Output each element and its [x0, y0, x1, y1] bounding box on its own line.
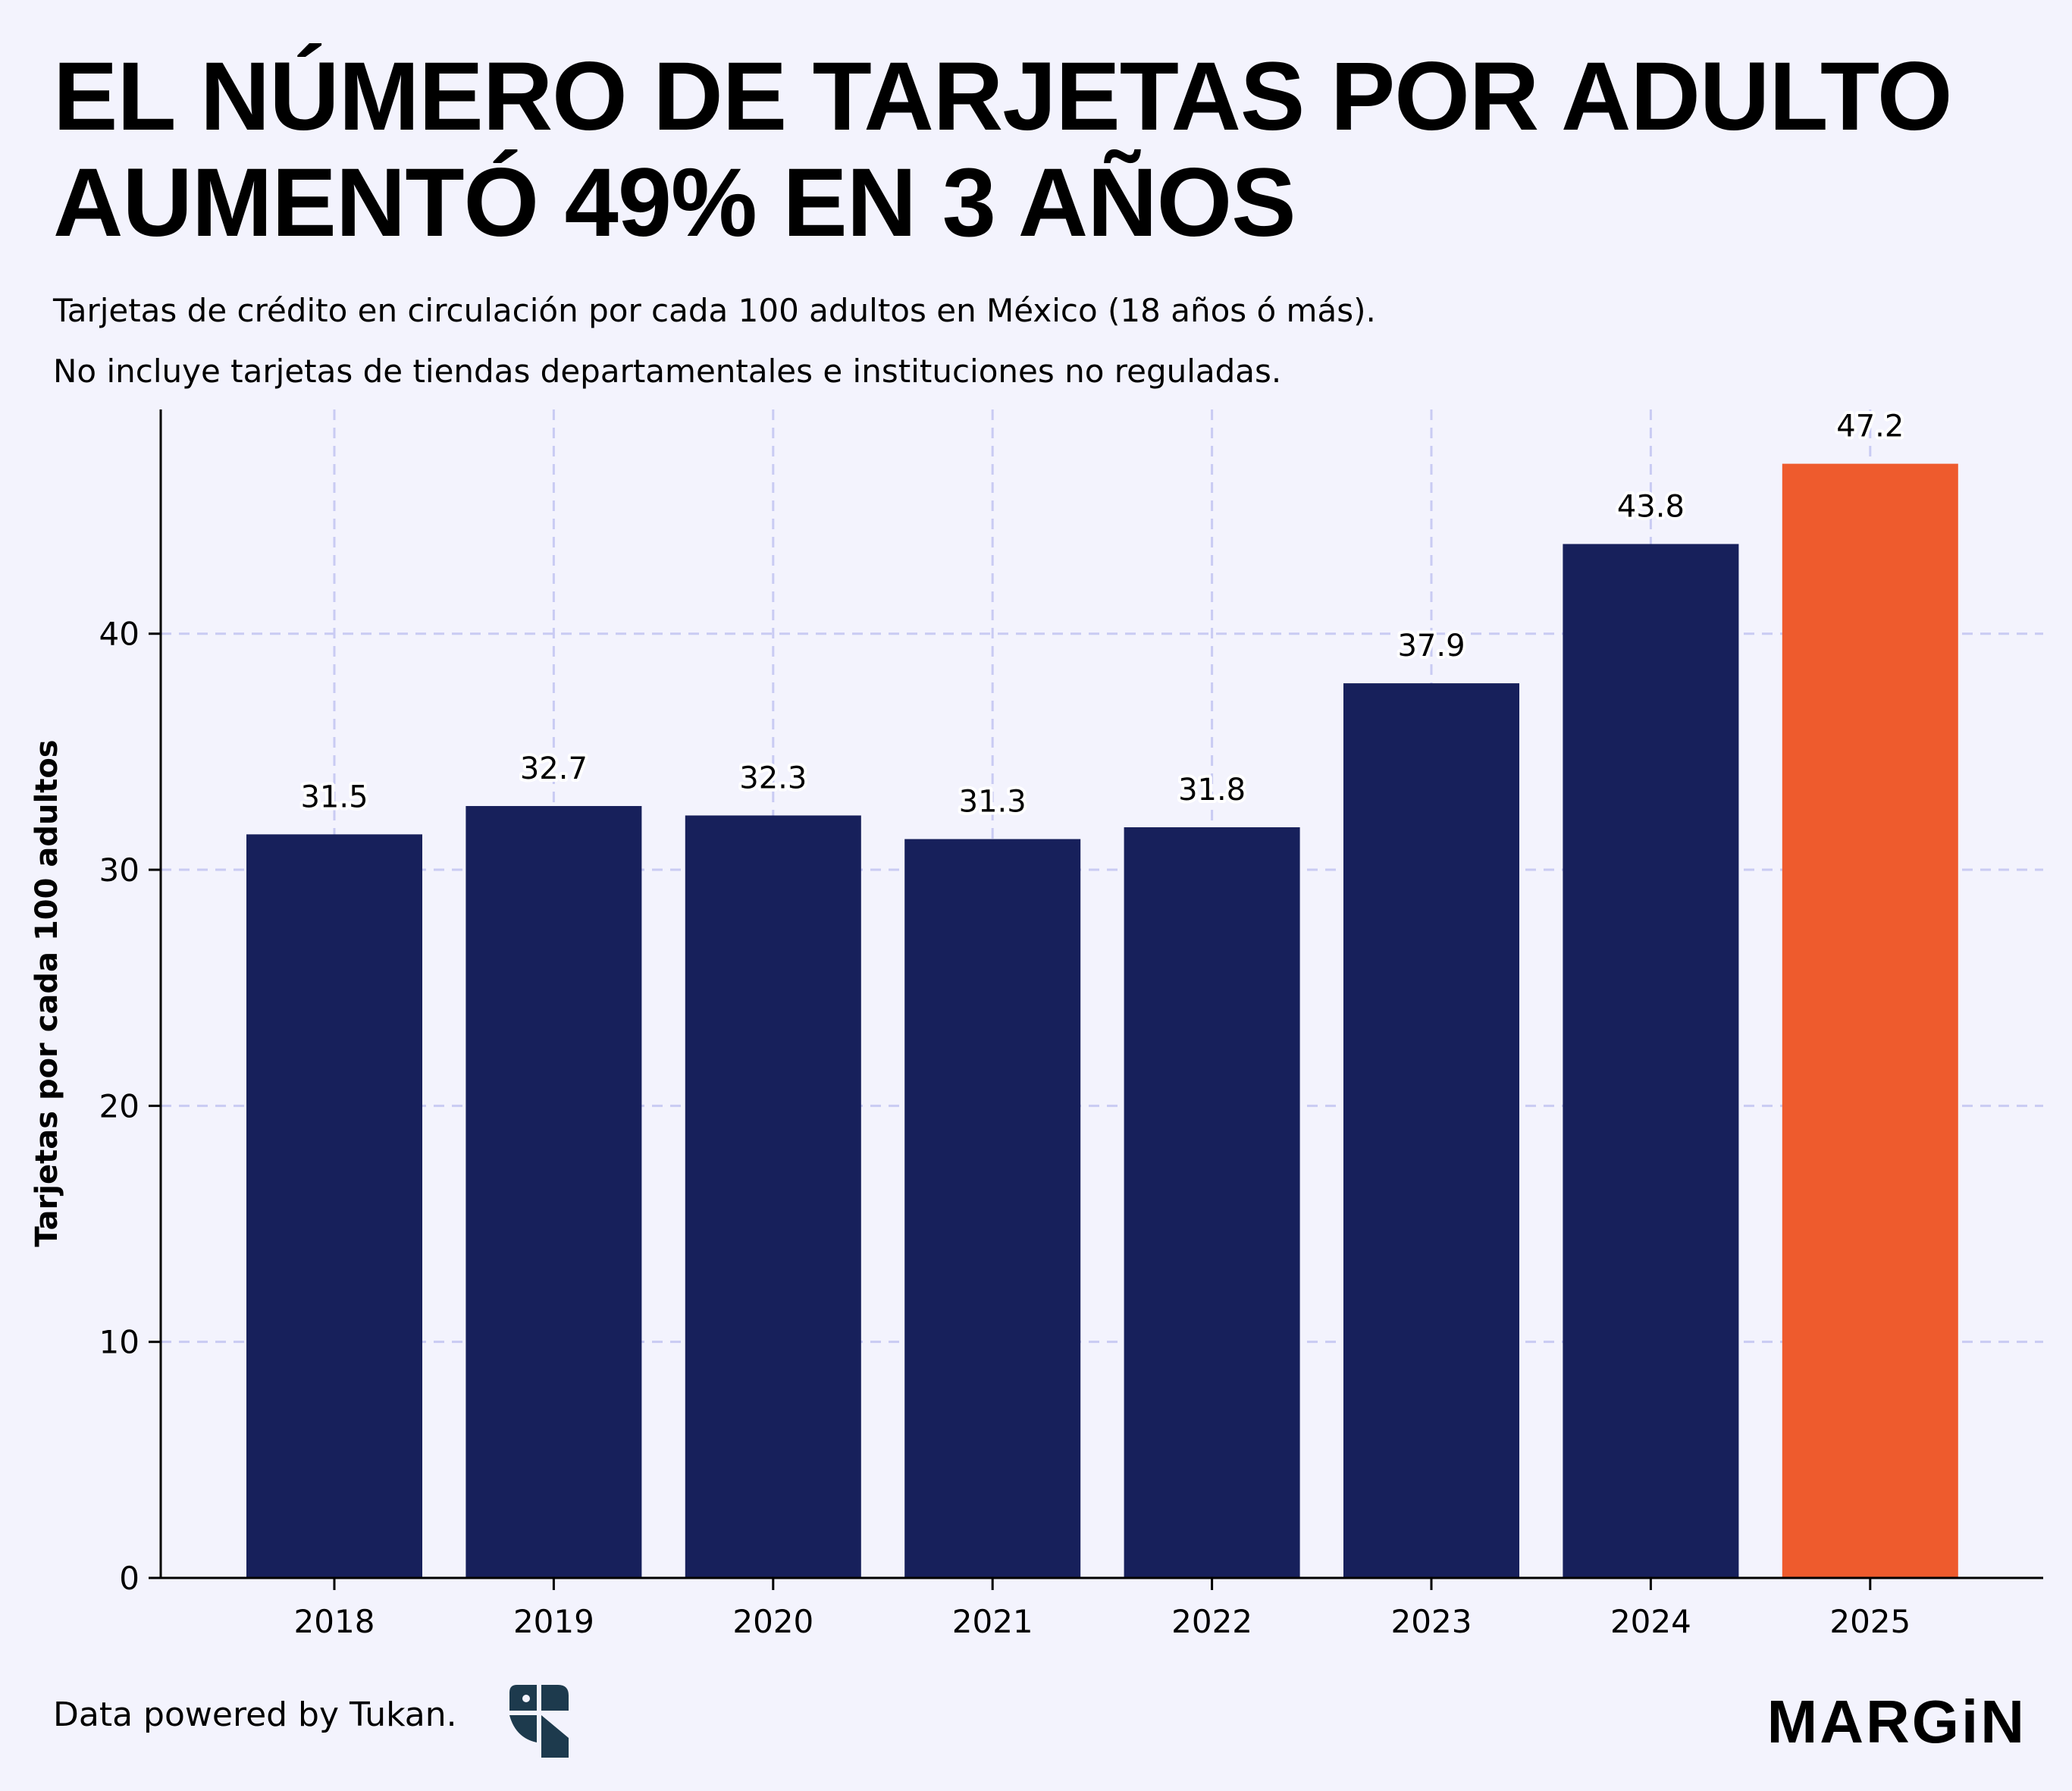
title-line-2: AUMENTÓ 49% EN 3 AÑOS: [53, 149, 1296, 257]
data-label-2025: 47.2: [1836, 409, 1904, 444]
data-label-2019: 32.7: [520, 751, 588, 786]
bar-2022: [1124, 827, 1300, 1578]
bar-2024: [1563, 544, 1739, 1578]
bar-2025: [1782, 463, 1958, 1578]
subtitle-line-2: No incluye tarjetas de tiendas departame…: [53, 353, 1282, 390]
axes: 0 10 20 30 40 2018 2019 2020 2021 2022 2023 2024 202…: [99, 409, 2043, 1640]
x-tick-label-2022: 2022: [1171, 1603, 1252, 1640]
bar-2019: [465, 806, 642, 1578]
y-tick-label-0: 0: [119, 1560, 139, 1597]
margin-brand-logo: MARGiN: [1766, 1688, 2027, 1755]
subtitle-line-1: Tarjetas de crédito en circulación por c…: [53, 292, 1376, 329]
bar-2020: [685, 815, 861, 1578]
x-tick-label-2018: 2018: [294, 1603, 375, 1640]
bar-2021: [904, 839, 1081, 1578]
bar-2018: [246, 834, 422, 1578]
bar-2023: [1343, 683, 1519, 1578]
tukan-logo-icon: [509, 1685, 569, 1758]
x-tick-label-2019: 2019: [513, 1603, 594, 1640]
x-tick-label-2021: 2021: [952, 1603, 1033, 1640]
bars: [246, 463, 1958, 1578]
source-note: Data powered by Tukan.: [53, 1695, 457, 1734]
chart-subtitle: Tarjetas de crédito en circulación por c…: [53, 281, 2024, 402]
x-tick-label-2023: 2023: [1391, 1603, 1472, 1640]
grid-lines: [161, 409, 2043, 1578]
data-label-2023: 37.9: [1397, 629, 1465, 663]
y-tick-label-1: 10: [99, 1324, 139, 1361]
x-tick-label-2024: 2024: [1610, 1603, 1691, 1640]
y-axis-label: Tarjetas por cada 100 adultos: [30, 739, 64, 1247]
y-tick-label-3: 30: [99, 852, 139, 889]
y-tick-label-2: 20: [99, 1087, 139, 1124]
chart-title: EL NÚMERO DE TARJETAS POR ADULTO AUMENTÓ…: [53, 44, 2024, 256]
y-tick-label-4: 40: [99, 616, 139, 653]
data-label-2024: 43.8: [1617, 489, 1685, 524]
data-label-2022: 31.8: [1178, 773, 1246, 808]
data-label-2021: 31.3: [959, 785, 1027, 820]
x-tick-label-2025: 2025: [1829, 1603, 1911, 1640]
data-labels: 31.5 32.7 32.3 31.3 31.8 37.9 43.8 47.2: [297, 406, 1907, 823]
data-label-2020: 32.3: [739, 761, 807, 795]
data-label-2018: 31.5: [300, 779, 368, 814]
x-tick-label-2020: 2020: [732, 1603, 813, 1640]
title-line-1: EL NÚMERO DE TARJETAS POR ADULTO: [53, 42, 1952, 151]
